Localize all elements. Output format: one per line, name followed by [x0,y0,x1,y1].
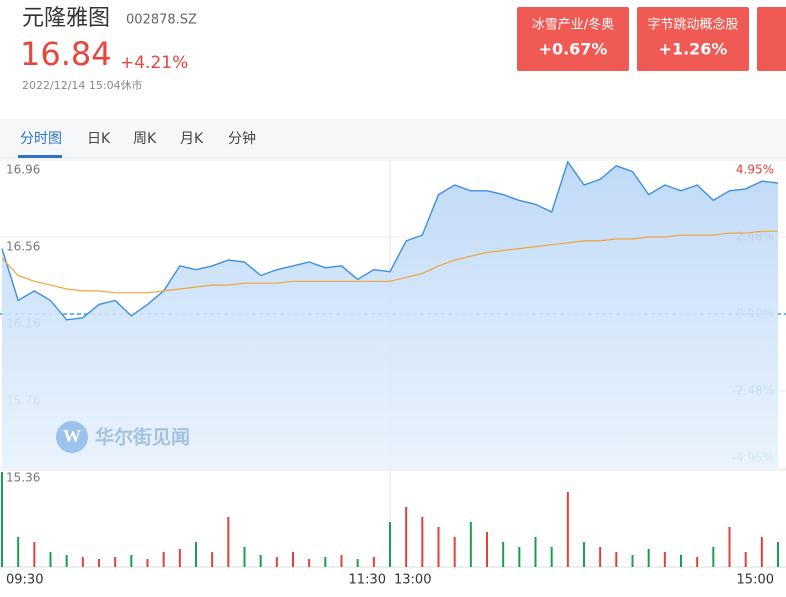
volume-bar [696,557,699,567]
volume-bar [502,542,505,567]
volume-bar [405,507,408,567]
watermark: 华尔街见闻 [95,426,190,449]
tag-change: +0.67% [539,40,608,59]
volume-bar [292,552,294,567]
x-tick-label: 11:30 [349,573,386,588]
volume-bar [663,552,666,567]
volume-bar [680,555,682,567]
volume-bar [227,517,230,567]
volume-bar [195,542,197,567]
tab[interactable]: 分钟 [228,130,256,147]
volume-bar [534,537,537,567]
volume-bar [389,522,391,567]
volume-bar [130,555,133,567]
volume-bar [146,559,149,567]
tag-box [637,7,749,71]
x-tick-label: 15:00 [737,573,774,588]
volume-bar [308,559,311,567]
volume-bar [243,547,246,567]
volume-bar [178,549,181,567]
volume-bar [340,555,343,567]
volume-bar [211,552,214,567]
volume-bar [631,555,634,567]
volume-bar [469,522,472,567]
y2-tick-label: 4.95% [736,163,774,177]
price-line [1,160,779,321]
price: 16.84 [20,35,112,73]
tab[interactable]: 日K [87,131,111,147]
timestamp: 2022/12/14 15:04休市 [22,78,143,92]
volume-bar [114,557,117,567]
volume-bar [49,552,52,567]
volume-bar [1,472,3,567]
average-line [1,230,778,294]
volume-bar [728,527,731,567]
concept-tag[interactable]: 华+ [757,7,786,71]
tag-box [517,7,629,71]
y-tick-label: 16.56 [6,240,40,254]
tag-box [757,7,786,71]
stock-name: 元隆雅图 [22,6,110,31]
volume-bar [566,492,569,567]
tab[interactable]: 分时图 [20,131,62,147]
stock-code: 002878.SZ [126,13,197,28]
volume-bar [599,547,602,567]
price-area [2,161,778,468]
volume-bar [583,542,585,567]
volume-bar [275,557,278,567]
volume-bar [518,547,521,567]
volume-bar [712,547,715,567]
volume-bar [162,552,165,567]
volume-bar [615,552,618,567]
tab-underline [18,155,62,158]
volume-bar [259,555,262,567]
concept-tag[interactable]: 字节跳动概念股 +1.26% [637,7,749,71]
volume-bar [81,557,84,567]
tag-change: +1.26% [659,40,728,59]
tab[interactable]: 月K [180,131,204,147]
volume-bar [33,542,36,567]
volume-bar [421,517,424,567]
volume-bar [453,537,456,567]
volume-bar [65,555,68,567]
watermark-logo-mark: W [63,426,81,446]
tab[interactable]: 周K [133,131,157,147]
volume-bar [17,537,20,567]
volume-bar [777,542,779,567]
x-tick-label: 09:30 [6,573,43,588]
y-tick-label: 16.96 [6,163,40,177]
volume-bar [647,549,650,567]
volume-bar [744,552,747,567]
volume-bar [324,557,327,567]
concept-tag[interactable]: 冰雪产业/冬奥 +0.67% [517,7,629,71]
price-change: +4.21% [120,53,188,73]
x-tick-label: 13:00 [394,573,431,588]
volume-bar [437,527,440,567]
volume-bar [356,559,359,567]
volume-bar [550,547,553,567]
volume-bar [372,557,375,567]
y-tick-label: 15.36 [6,471,40,485]
watermark-logo [56,421,88,453]
volume-bar [486,532,488,567]
volume-bar [760,537,763,567]
tag-name: 字节跳动概念股 [647,17,738,33]
tab-bar [0,119,786,158]
volume-bar [98,559,100,567]
tag-name: 冰雪产业/冬奥 [532,17,614,33]
